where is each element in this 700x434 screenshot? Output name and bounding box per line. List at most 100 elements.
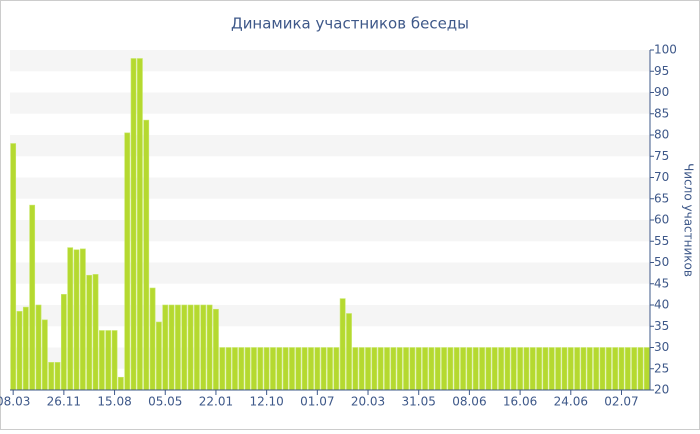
y-tick-label: 45 <box>654 276 669 290</box>
y-tick-label: 25 <box>654 361 669 375</box>
bar <box>295 347 302 391</box>
bar <box>327 347 333 391</box>
bar <box>111 330 118 391</box>
bar <box>301 347 308 391</box>
bar <box>149 287 156 391</box>
bar <box>225 347 232 391</box>
bar <box>320 347 327 391</box>
y-tick-label: 75 <box>654 149 669 163</box>
y-tick-label: 65 <box>654 191 669 205</box>
bar <box>238 347 245 391</box>
y-tick-label: 70 <box>654 170 669 184</box>
bar <box>384 347 390 391</box>
bar <box>586 347 593 391</box>
bar <box>308 347 314 391</box>
x-tick-label: 01.07 <box>300 395 334 409</box>
bar <box>105 330 112 391</box>
bar <box>529 347 536 391</box>
x-tick-label: 24.06 <box>554 395 588 409</box>
bar <box>80 248 86 391</box>
grid-band <box>10 92 650 114</box>
bar <box>60 294 67 391</box>
grid-band <box>10 220 650 242</box>
bar <box>48 362 55 391</box>
bar <box>346 313 352 391</box>
bar <box>22 306 29 391</box>
grid-band <box>10 305 650 327</box>
bar <box>333 347 340 391</box>
bar <box>460 347 466 391</box>
bar <box>314 347 321 391</box>
y-tick-label: 30 <box>654 340 669 354</box>
y-tick-label: 95 <box>654 64 669 78</box>
bar <box>162 304 169 391</box>
bar <box>390 347 397 391</box>
bar <box>143 119 150 391</box>
bar <box>555 347 561 391</box>
bar <box>156 321 162 391</box>
y-tick-label: 80 <box>654 128 669 142</box>
bar <box>523 347 530 391</box>
y-tick-label: 40 <box>654 298 669 312</box>
bar <box>10 143 17 391</box>
bar <box>276 347 283 391</box>
grid-band <box>10 262 650 284</box>
y-axis-title: Число участников <box>682 163 696 277</box>
y-tick-label: 55 <box>654 234 669 248</box>
grid-band <box>10 177 650 199</box>
bar <box>643 347 650 391</box>
bar <box>175 304 181 391</box>
bar <box>498 347 504 391</box>
bar <box>479 347 485 391</box>
bar <box>124 132 131 391</box>
bar <box>263 347 270 391</box>
y-tick-label: 90 <box>654 85 669 99</box>
bar <box>472 347 479 391</box>
bar <box>371 347 378 391</box>
bar <box>99 330 105 391</box>
bar <box>16 311 23 391</box>
bar <box>542 347 549 391</box>
bar <box>403 347 409 391</box>
bar <box>441 347 447 391</box>
y-tick-label: 100 <box>654 43 677 57</box>
bar <box>504 347 511 391</box>
bar <box>339 298 346 391</box>
bar <box>409 347 416 391</box>
bar <box>491 347 498 391</box>
bar <box>510 347 517 391</box>
bar <box>612 347 619 391</box>
x-tick-label: 20.03 <box>351 395 385 409</box>
x-tick-label: 05.05 <box>148 395 182 409</box>
y-tick-label: 85 <box>654 106 669 120</box>
bar <box>219 347 226 391</box>
bar <box>517 347 523 391</box>
bar <box>168 304 175 391</box>
x-tick-label: 15.08 <box>97 395 131 409</box>
bar <box>282 347 289 391</box>
bar <box>637 347 644 391</box>
bar <box>599 347 606 391</box>
bar <box>54 362 61 391</box>
bar <box>289 347 295 391</box>
x-tick-label: 16.06 <box>503 395 537 409</box>
bar <box>270 347 276 391</box>
bar <box>422 347 428 391</box>
bar <box>396 347 403 391</box>
bar <box>251 347 257 391</box>
x-tick-label: 08.06 <box>452 395 486 409</box>
bar <box>137 58 143 391</box>
bar <box>358 347 365 391</box>
bar <box>434 347 441 391</box>
y-tick-label: 50 <box>654 255 669 269</box>
bar <box>35 304 42 391</box>
bar <box>548 347 555 391</box>
y-tick-label: 35 <box>654 319 669 333</box>
bar <box>605 347 612 391</box>
x-tick-label: 12.10 <box>249 395 283 409</box>
bar <box>118 376 124 391</box>
bar <box>213 308 219 391</box>
bar <box>365 347 371 391</box>
bar <box>41 319 48 391</box>
bar <box>466 347 473 391</box>
